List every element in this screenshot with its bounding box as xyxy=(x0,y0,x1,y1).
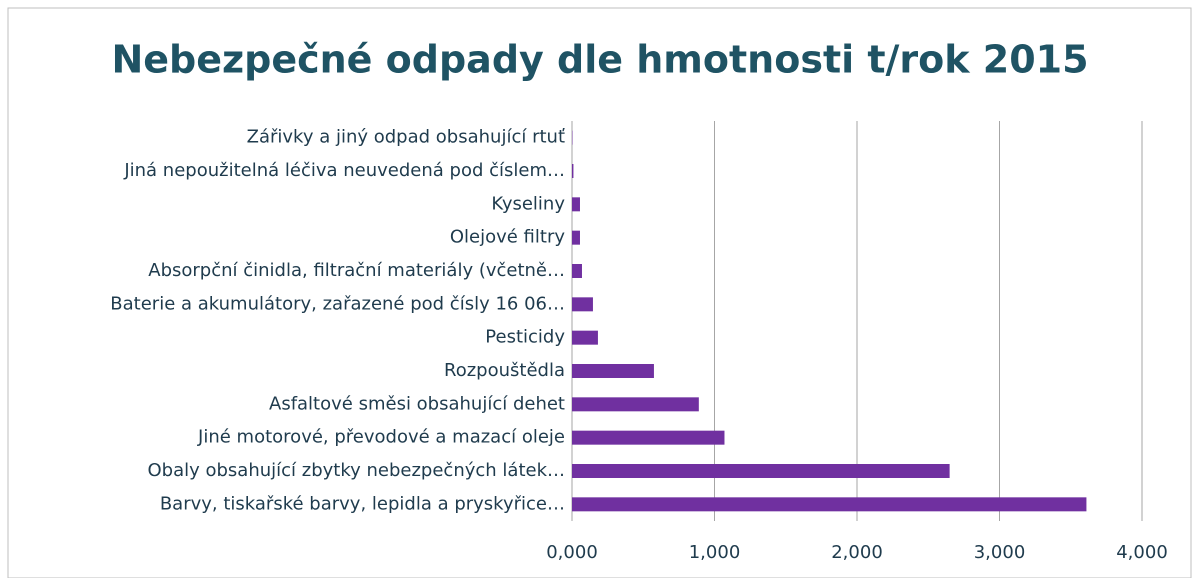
y-tick-label: Asfaltové směsi obsahující dehet xyxy=(269,393,565,414)
x-tick-label: 2,000 xyxy=(831,542,883,563)
bar xyxy=(572,497,1087,512)
bar xyxy=(572,164,574,178)
y-tick-label: Zářivky a jiný odpad obsahující rtuť xyxy=(247,127,565,148)
x-tick-label: 3,000 xyxy=(974,542,1026,563)
y-tick-label: Jiné motorové, převodové a mazací oleje xyxy=(197,427,565,448)
y-tick-label: Obaly obsahující zbytky nebezpečných lát… xyxy=(147,460,565,481)
bar xyxy=(572,264,582,278)
y-tick-label: Jiná nepoužitelná léčiva neuvedená pod č… xyxy=(123,160,565,181)
x-tick-label: 1,000 xyxy=(689,542,741,563)
y-tick-label: Kyseliny xyxy=(491,193,565,214)
bar xyxy=(572,197,580,212)
y-tick-label: Rozpouštědla xyxy=(444,360,565,381)
bar xyxy=(572,230,580,245)
bar xyxy=(572,464,950,478)
y-tick-label: Pesticidy xyxy=(485,327,565,348)
x-tick-label: 0,000 xyxy=(546,542,598,563)
y-tick-label: Baterie a akumulátory, zařazené pod čísl… xyxy=(110,293,565,314)
bar xyxy=(572,364,654,378)
bar xyxy=(572,430,725,445)
bar xyxy=(572,297,593,312)
y-tick-label: Absorpční činidla, filtrační materiály (… xyxy=(148,260,565,281)
y-tick-label: Olejové filtry xyxy=(450,227,566,248)
bar xyxy=(572,330,598,345)
chart-border xyxy=(7,7,1192,578)
bar xyxy=(572,397,699,412)
chart-title: Nebezpečné odpady dle hmotnosti t/rok 20… xyxy=(111,38,1088,82)
y-tick-label: Barvy, tiskařské barvy, lepidla a prysky… xyxy=(160,493,565,514)
x-tick-label: 4,000 xyxy=(1116,542,1168,563)
